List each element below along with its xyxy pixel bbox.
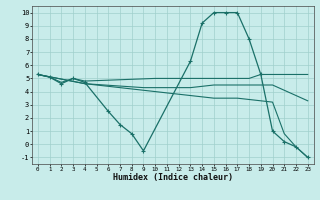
X-axis label: Humidex (Indice chaleur): Humidex (Indice chaleur): [113, 173, 233, 182]
